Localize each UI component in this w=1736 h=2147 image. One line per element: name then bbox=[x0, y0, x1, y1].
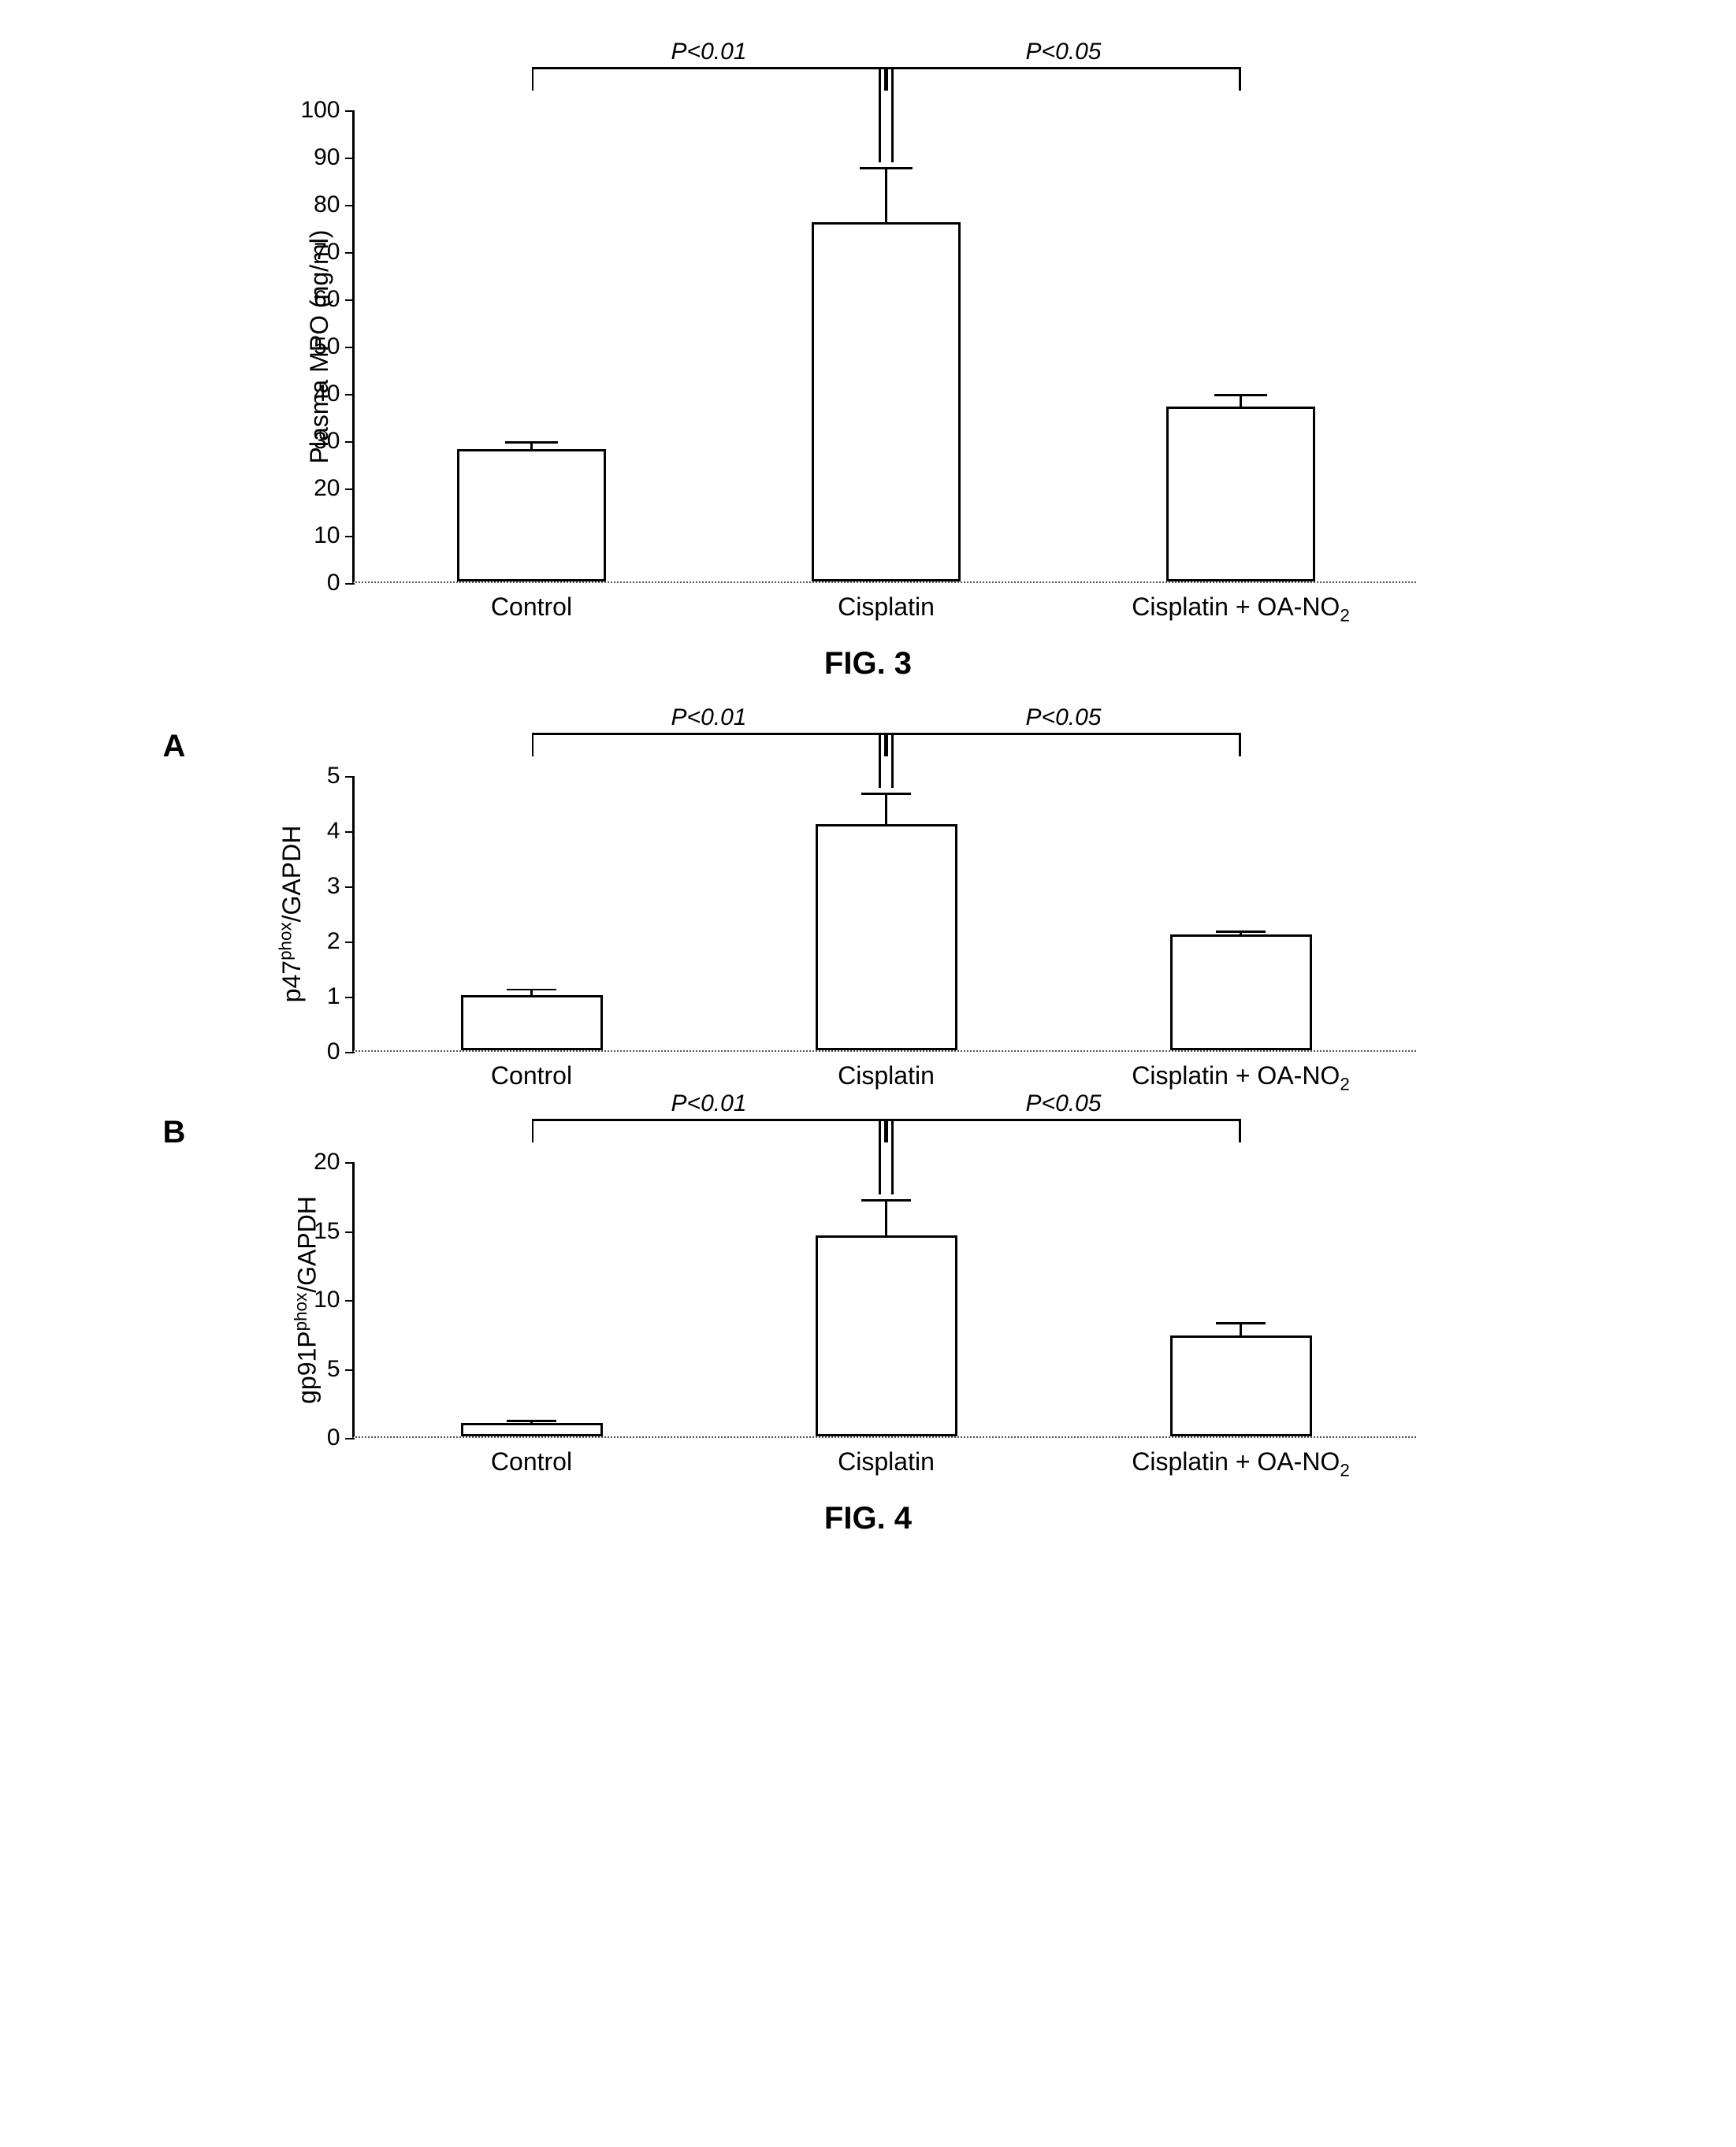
sig-bracket bbox=[887, 1119, 1241, 1121]
error-cap bbox=[861, 1199, 911, 1202]
y-tick-label: 15 bbox=[314, 1218, 354, 1245]
error-cap bbox=[1216, 1322, 1266, 1324]
sig-bracket bbox=[532, 733, 534, 756]
y-tick-label: 2 bbox=[327, 928, 355, 955]
fig3-chart: Plasma MPO (ng/ml) 010203040506070809010… bbox=[258, 110, 1479, 583]
sig-bracket bbox=[1239, 67, 1241, 91]
y-tick-label: 0 bbox=[327, 1425, 355, 1451]
bar bbox=[1166, 407, 1315, 581]
sig-label: P<0.05 bbox=[1026, 39, 1102, 65]
sig-bracket bbox=[891, 733, 894, 788]
sig-bracket bbox=[1239, 733, 1241, 756]
x-category-label: Cisplatin + OA-NO2 bbox=[1132, 1436, 1350, 1480]
error-cap bbox=[860, 167, 912, 169]
sig-label: P<0.01 bbox=[671, 39, 747, 65]
y-tick-label: 70 bbox=[314, 239, 354, 266]
y-tick-label: 100 bbox=[300, 97, 354, 124]
y-tick-label: 90 bbox=[314, 144, 354, 171]
y-tick-label: 10 bbox=[314, 522, 354, 549]
error-bar bbox=[885, 1199, 887, 1236]
y-tick-label: 4 bbox=[327, 818, 355, 845]
sig-label: P<0.01 bbox=[671, 1090, 747, 1117]
bar bbox=[457, 449, 606, 581]
sig-bracket bbox=[879, 1119, 881, 1194]
bar bbox=[816, 1235, 957, 1437]
bar bbox=[461, 995, 603, 1050]
sig-bracket bbox=[879, 67, 881, 162]
sig-bracket bbox=[879, 733, 881, 788]
x-category-label: Cisplatin + OA-NO2 bbox=[1132, 581, 1350, 626]
sig-bracket bbox=[891, 1119, 894, 1194]
y-tick-label: 50 bbox=[314, 333, 354, 360]
error-cap bbox=[861, 793, 911, 795]
sig-bracket bbox=[532, 67, 534, 91]
sig-label: P<0.01 bbox=[671, 704, 747, 731]
sig-bracket bbox=[887, 1119, 889, 1142]
fig3-plot-area: 0102030405060708090100ControlCisplatinCi… bbox=[352, 110, 1416, 583]
bar bbox=[1170, 1335, 1312, 1436]
y-tick-label: 0 bbox=[327, 570, 355, 596]
fig4-a-plot-area: 012345ControlCisplatinCisplatin + OA-NO2… bbox=[352, 776, 1416, 1052]
y-tick-label: 3 bbox=[327, 873, 355, 900]
error-cap bbox=[1214, 394, 1266, 396]
sig-bracket bbox=[532, 67, 887, 69]
error-bar bbox=[885, 793, 887, 826]
sig-bracket bbox=[887, 67, 889, 91]
bar bbox=[816, 824, 957, 1050]
error-cap bbox=[507, 989, 556, 991]
error-cap bbox=[1216, 930, 1266, 933]
figure-4: A p47phox/GAPDH 012345ControlCisplatinCi… bbox=[199, 776, 1538, 1536]
y-tick-label: 30 bbox=[314, 428, 354, 455]
y-tick-label: 5 bbox=[327, 763, 355, 789]
x-category-label: Control bbox=[491, 1436, 572, 1477]
fig4-caption: FIG. 4 bbox=[199, 1501, 1538, 1536]
sig-bracket bbox=[887, 67, 1241, 69]
figure-3: Plasma MPO (ng/ml) 010203040506070809010… bbox=[199, 110, 1538, 682]
x-category-label: Cisplatin bbox=[838, 1436, 935, 1477]
y-tick-label: 40 bbox=[314, 381, 354, 407]
error-bar bbox=[885, 167, 887, 224]
y-tick-label: 20 bbox=[314, 1149, 354, 1176]
fig3-caption: FIG. 3 bbox=[199, 646, 1538, 682]
y-tick-label: 80 bbox=[314, 191, 354, 218]
sig-bracket bbox=[532, 1119, 887, 1121]
fig4-a-label: A bbox=[163, 729, 186, 764]
y-tick-label: 20 bbox=[314, 475, 354, 502]
bar bbox=[461, 1423, 603, 1437]
error-bar bbox=[1240, 394, 1242, 408]
fig4-b-label: B bbox=[163, 1115, 186, 1150]
x-category-label: Control bbox=[491, 1050, 572, 1090]
fig4-b-plot-area: 05101520ControlCisplatinCisplatin + OA-N… bbox=[352, 1162, 1416, 1438]
bar bbox=[812, 222, 961, 581]
fig4-panel-b: B gp91Pphox/GAPDH 05101520ControlCisplat… bbox=[258, 1162, 1479, 1438]
sig-bracket bbox=[1239, 1119, 1241, 1142]
sig-bracket bbox=[532, 1119, 534, 1142]
y-tick-label: 5 bbox=[327, 1356, 355, 1383]
x-category-label: Cisplatin bbox=[838, 1050, 935, 1090]
sig-label: P<0.05 bbox=[1026, 1090, 1102, 1117]
y-tick-label: 0 bbox=[327, 1038, 355, 1065]
sig-bracket bbox=[887, 733, 1241, 735]
fig4-panel-a: A p47phox/GAPDH 012345ControlCisplatinCi… bbox=[258, 776, 1479, 1052]
sig-bracket bbox=[887, 733, 889, 756]
sig-label: P<0.05 bbox=[1026, 704, 1102, 731]
error-bar bbox=[1240, 1322, 1242, 1337]
y-tick-label: 60 bbox=[314, 286, 354, 313]
y-tick-label: 10 bbox=[314, 1287, 354, 1313]
fig4-a-ylabel: p47phox/GAPDH bbox=[275, 826, 307, 1003]
bar bbox=[1170, 934, 1312, 1050]
error-cap bbox=[507, 1420, 556, 1422]
x-category-label: Cisplatin bbox=[838, 581, 935, 622]
x-category-label: Cisplatin + OA-NO2 bbox=[1132, 1050, 1350, 1094]
error-cap bbox=[505, 441, 557, 444]
sig-bracket bbox=[891, 67, 894, 162]
y-tick-label: 1 bbox=[327, 983, 355, 1010]
sig-bracket bbox=[532, 733, 887, 735]
x-category-label: Control bbox=[491, 581, 572, 622]
